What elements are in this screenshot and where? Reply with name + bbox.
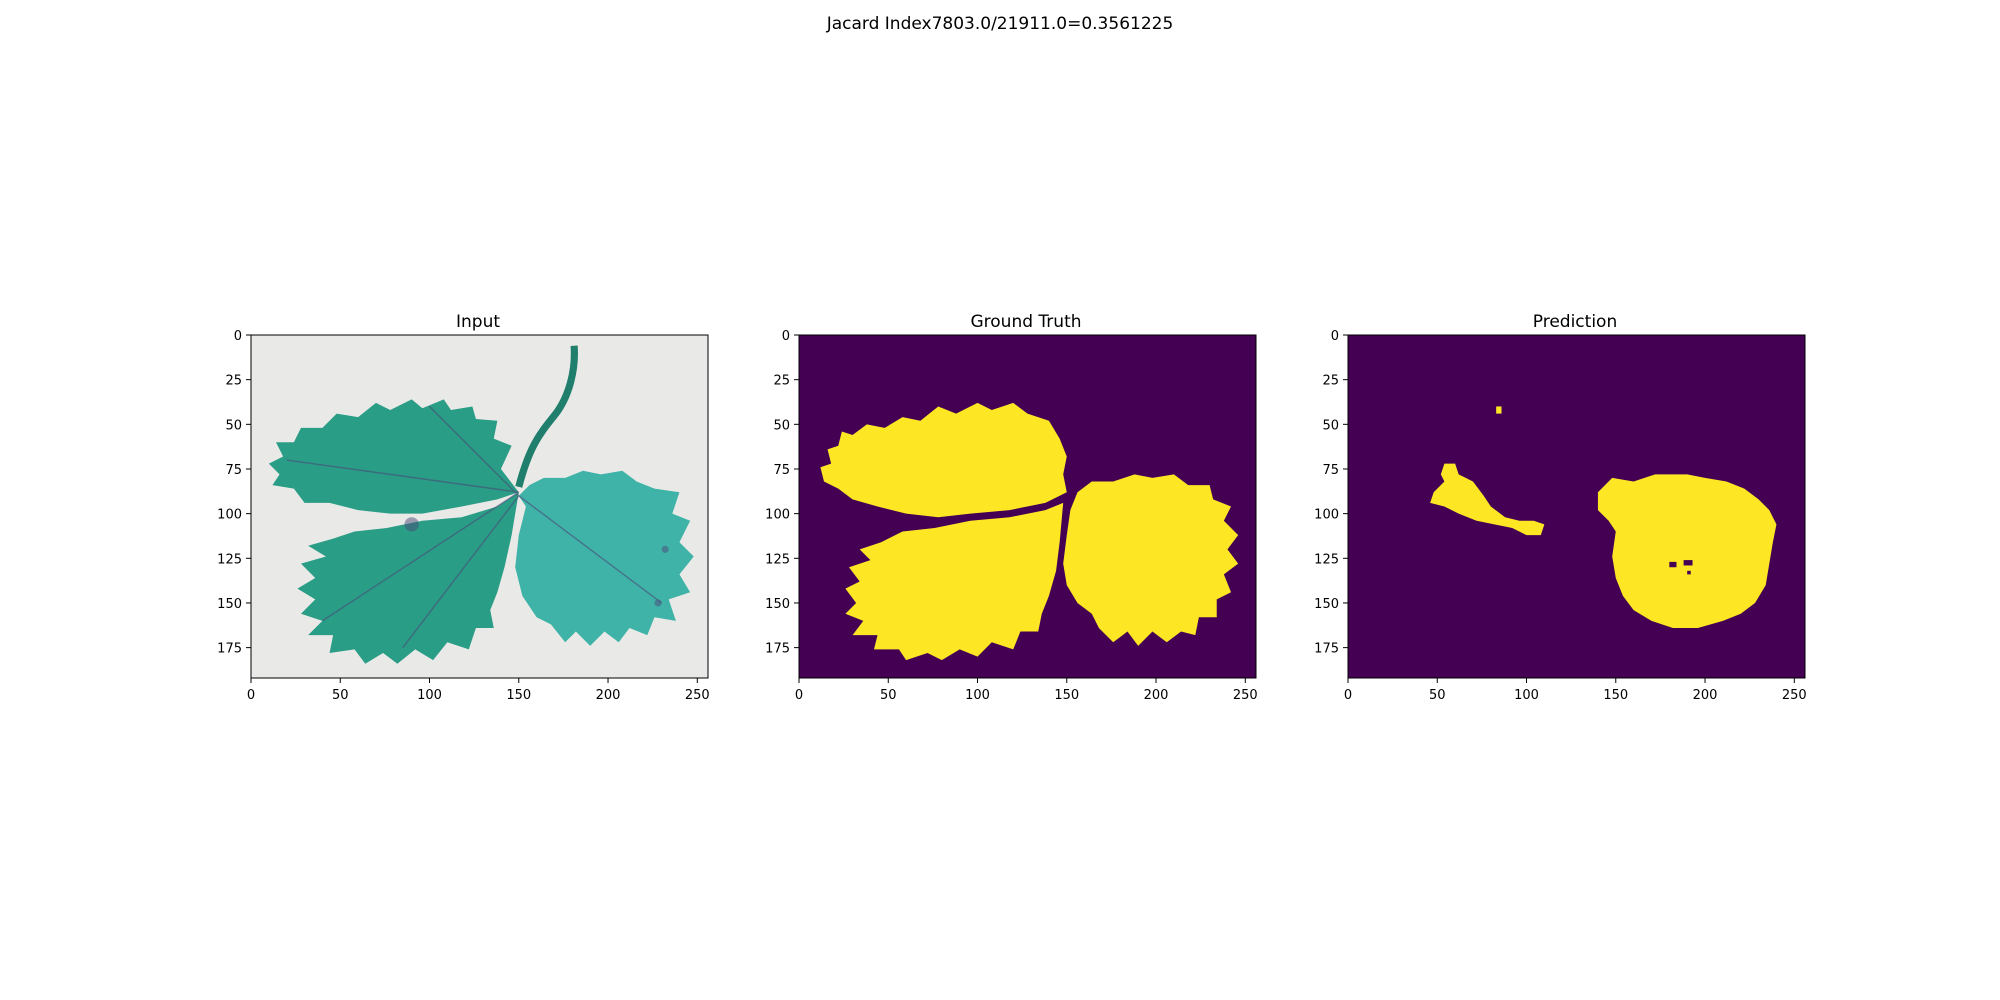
y-tick-label: 150 — [217, 597, 242, 612]
input-leaflet-left — [268, 399, 519, 514]
axes-frame-ground-truth — [798, 334, 1257, 679]
y-tick-label: 100 — [765, 508, 790, 523]
input-image — [251, 335, 708, 678]
axes-frame-prediction — [1347, 334, 1806, 679]
y-tick-label: 175 — [1314, 642, 1339, 657]
figure-suptitle: Jacard Index7803.0/21911.0=0.3561225 — [826, 14, 1174, 34]
input-leaflet-right — [515, 470, 694, 646]
mask-region-bottom-leaflet — [845, 502, 1064, 661]
panel-input: Input 0 50 100 150 200 250 0 25 50 75 100 125 150 175 — [217, 312, 710, 703]
y-tick-label: 125 — [1314, 552, 1339, 567]
input-leaf-stem — [515, 345, 578, 488]
input-leaf-spot — [661, 545, 669, 553]
x-tick-label: 50 — [1429, 688, 1446, 703]
x-tick-label: 50 — [880, 688, 897, 703]
x-tick-label: 0 — [1344, 688, 1352, 703]
x-tick-label: 100 — [417, 688, 442, 703]
mask-region-left-leaflet — [820, 402, 1067, 518]
input-leaf-spot — [654, 599, 662, 607]
y-tick-label: 25 — [773, 374, 790, 389]
y-tick-label: 125 — [765, 552, 790, 567]
mask-hole — [1669, 561, 1677, 568]
input-leaflet-bottom — [297, 492, 519, 664]
y-tick-label: 100 — [217, 508, 242, 523]
panel-title-prediction: Prediction — [1533, 312, 1617, 332]
input-leaf-veins — [286, 405, 663, 649]
x-tick-label: 250 — [1233, 688, 1258, 703]
panel-prediction: Prediction 0 50 100 150 200 250 0 25 50 75 100 125 1… — [1314, 312, 1807, 703]
y-tick-label: 150 — [1314, 597, 1339, 612]
x-tick-label: 150 — [506, 688, 531, 703]
prediction-mask — [1348, 335, 1805, 678]
y-tick-label: 25 — [1322, 374, 1339, 389]
mask-region-speck — [1496, 406, 1502, 414]
mask-region-left-blob — [1430, 463, 1545, 536]
y-tick-label: 25 — [225, 374, 242, 389]
panel-title-ground-truth: Ground Truth — [970, 312, 1081, 332]
x-tick-label: 0 — [247, 688, 255, 703]
ground-truth-mask — [799, 335, 1256, 678]
x-tick-label: 150 — [1054, 688, 1079, 703]
x-tick-label: 100 — [1514, 688, 1539, 703]
y-tick-label: 0 — [234, 329, 242, 344]
panel-title-input: Input — [456, 312, 500, 332]
mask-region-right-blob — [1597, 474, 1777, 628]
mask-hole — [1687, 570, 1691, 575]
mask-region-right-leaflet — [1063, 474, 1239, 646]
x-tick-label: 0 — [795, 688, 803, 703]
x-tick-label: 200 — [596, 688, 621, 703]
input-leaf-spot — [404, 517, 419, 532]
y-tick-label: 175 — [765, 642, 790, 657]
mask-hole — [1683, 560, 1693, 566]
y-tick-label: 75 — [773, 463, 790, 478]
x-tick-label: 50 — [332, 688, 349, 703]
x-tick-label: 200 — [1144, 688, 1169, 703]
y-tick-label: 50 — [773, 418, 790, 433]
x-tick-label: 150 — [1603, 688, 1628, 703]
x-tick-label: 250 — [685, 688, 710, 703]
y-tick-label: 150 — [765, 597, 790, 612]
x-tick-label: 200 — [1693, 688, 1718, 703]
x-tick-label: 100 — [965, 688, 990, 703]
y-tick-label: 175 — [217, 642, 242, 657]
y-tick-label: 0 — [1331, 329, 1339, 344]
y-tick-label: 50 — [1322, 418, 1339, 433]
y-tick-label: 75 — [225, 463, 242, 478]
axes-frame-input — [250, 334, 709, 679]
y-tick-label: 100 — [1314, 508, 1339, 523]
y-tick-label: 50 — [225, 418, 242, 433]
y-tick-label: 125 — [217, 552, 242, 567]
x-tick-label: 250 — [1782, 688, 1807, 703]
y-tick-label: 75 — [1322, 463, 1339, 478]
y-tick-label: 0 — [782, 329, 790, 344]
panel-ground-truth: Ground Truth 0 50 100 150 200 250 0 25 50 75 100 12… — [765, 312, 1258, 703]
